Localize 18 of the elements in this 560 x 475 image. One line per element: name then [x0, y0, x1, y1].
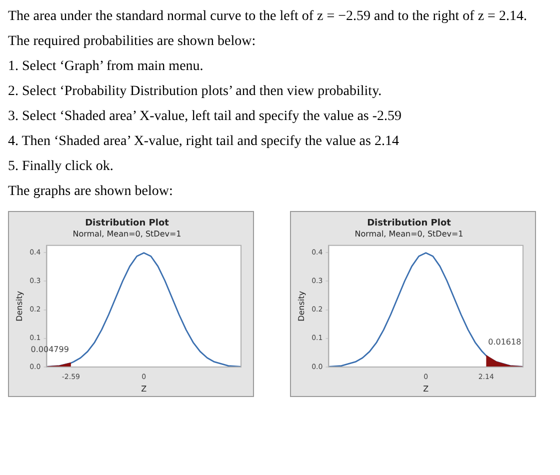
annotation: 0.01618	[488, 338, 522, 347]
text: 2. Select ‘Probability Distribution plots’ and then view probability.	[8, 83, 383, 101]
annotation: 0.004799	[30, 345, 69, 354]
chart-title: Distribution Plot	[367, 218, 452, 229]
chart-title: Distribution Plot	[85, 218, 170, 229]
x-axis-title: Z	[423, 384, 430, 394]
x-axis-title: Z	[141, 384, 148, 394]
text: 3. Select ‘Shaded area’ X-value, left tail and specify the value as -2.59	[8, 108, 403, 126]
text: 4. Then ‘Shaded area’ X-value, right tail and specify the value as 2.14	[8, 133, 400, 151]
text: 1. Select ‘Graph’ from main menu.	[8, 58, 204, 76]
y-axis-title: Density	[14, 290, 24, 322]
text: The graphs are shown below:	[8, 183, 174, 201]
chart-subtitle: Normal, Mean=0, StDev=1	[354, 230, 464, 239]
text: The required probabilities are shown below:	[8, 33, 257, 51]
text: 5. Finally click ok.	[8, 158, 114, 176]
text: The area under the standard normal curve to the left of z = −2.59 and to the right of z = 2.14.	[8, 8, 528, 26]
y-axis-title: Density	[296, 290, 306, 322]
chart-subtitle: Normal, Mean=0, StDev=1	[72, 230, 182, 239]
